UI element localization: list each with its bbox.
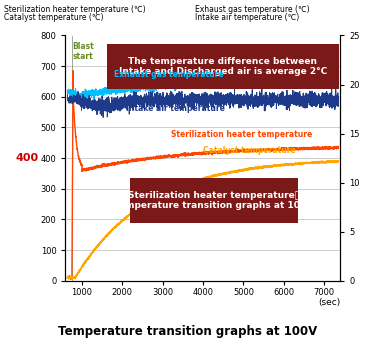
Text: Sterilization heater temperature (℃): Sterilization heater temperature (℃) <box>4 5 146 14</box>
Text: Blast
start: Blast start <box>73 41 94 61</box>
Text: Sterilization heater temperature: Sterilization heater temperature <box>171 130 312 139</box>
Text: (sec): (sec) <box>318 298 340 307</box>
Text: Temperature transition graphs at 100V: Temperature transition graphs at 100V <box>58 325 317 338</box>
Text: Exhaust gas temperature: Exhaust gas temperature <box>114 70 224 79</box>
FancyBboxPatch shape <box>107 44 339 89</box>
Text: Intake air temperature (℃): Intake air temperature (℃) <box>195 13 299 22</box>
Text: The temperature difference between
Intake and Discharged air is average 2°C: The temperature difference between Intak… <box>119 57 327 76</box>
Text: Intake air temperature: Intake air temperature <box>126 104 225 113</box>
Text: 400: 400 <box>15 153 38 163</box>
Text: Catalyst temperature: Catalyst temperature <box>203 147 296 155</box>
Text: Exhaust gas temperature (℃): Exhaust gas temperature (℃) <box>195 5 310 14</box>
Text: Sterilization heater temperature：
Temperature transition graphs at 100V: Sterilization heater temperature： Temper… <box>114 191 314 210</box>
FancyBboxPatch shape <box>130 178 298 223</box>
Text: Catalyst temperature (℃): Catalyst temperature (℃) <box>4 13 103 22</box>
